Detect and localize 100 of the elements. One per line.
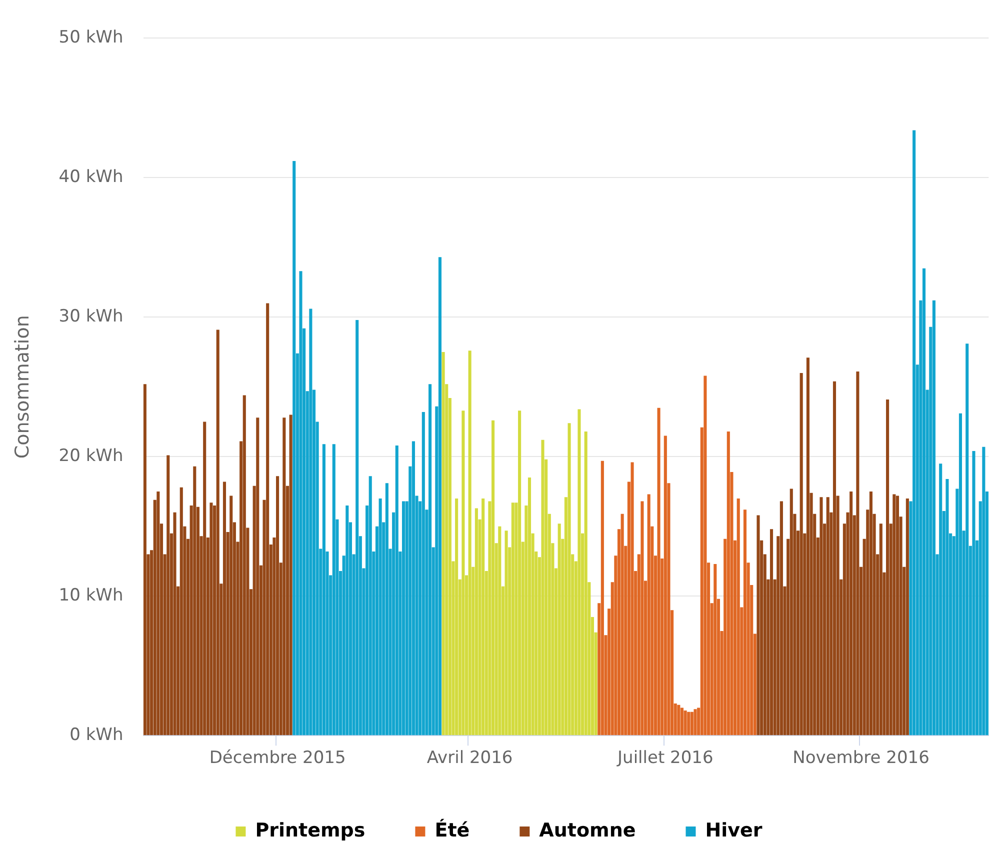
bar <box>216 330 220 736</box>
bar <box>541 440 544 736</box>
bar <box>896 496 900 736</box>
bar <box>922 268 926 736</box>
bar <box>385 483 388 736</box>
bar <box>958 413 962 736</box>
bar <box>684 710 687 736</box>
bar <box>982 446 986 736</box>
bar <box>687 712 690 736</box>
legend-label: Hiver <box>705 819 763 842</box>
bar <box>256 418 260 736</box>
y-tick-label: 40 kWh <box>58 167 124 188</box>
bar <box>482 498 485 736</box>
bar <box>203 422 206 736</box>
bar <box>289 414 292 736</box>
bar <box>677 704 680 736</box>
bar <box>869 492 872 736</box>
bar <box>173 512 176 736</box>
bar <box>850 492 853 736</box>
bar <box>912 130 916 736</box>
bar <box>462 410 465 736</box>
bar <box>770 529 774 736</box>
bar <box>455 498 458 736</box>
bar <box>906 498 909 736</box>
bar <box>780 501 783 736</box>
bar <box>378 498 382 736</box>
bar <box>511 502 514 736</box>
bar <box>468 350 472 736</box>
bar <box>402 501 406 736</box>
bar <box>664 436 667 736</box>
bar <box>892 494 896 736</box>
bar <box>578 409 581 736</box>
bar <box>143 384 146 736</box>
bar <box>966 344 969 736</box>
bar <box>568 423 571 736</box>
bar <box>726 432 730 736</box>
legend-label: Automne <box>539 819 636 842</box>
bar <box>438 257 442 736</box>
bar <box>428 384 432 736</box>
bar <box>584 432 588 736</box>
legend-label: Été <box>434 818 470 842</box>
bar <box>474 508 478 736</box>
bar <box>210 502 213 736</box>
bar <box>558 524 561 736</box>
bar <box>166 455 170 736</box>
bar <box>820 497 823 736</box>
bar <box>222 482 226 736</box>
bar <box>680 708 684 736</box>
y-tick-label: 50 kWh <box>58 28 124 48</box>
bar <box>528 478 532 736</box>
x-tick-label: Décembre 2015 <box>209 748 346 768</box>
y-tick-label: 30 kWh <box>58 306 124 327</box>
bar <box>640 501 644 736</box>
bar <box>356 320 359 736</box>
bar <box>886 399 890 736</box>
bar <box>756 515 760 736</box>
bar <box>442 352 445 736</box>
x-tick-label: Avril 2016 <box>426 748 513 768</box>
bar <box>714 564 717 736</box>
bar <box>492 420 495 736</box>
bar <box>743 510 747 736</box>
bar <box>832 381 836 736</box>
x-tick-label: Juillet 2016 <box>616 748 714 768</box>
bar <box>504 530 508 736</box>
bar <box>647 494 650 736</box>
bar <box>282 418 286 736</box>
bar <box>806 358 810 736</box>
bar <box>826 497 830 736</box>
bar <box>856 372 860 736</box>
bar <box>932 300 936 736</box>
bar <box>322 444 326 736</box>
bar <box>276 476 280 736</box>
bar <box>332 444 336 736</box>
bar <box>690 712 694 736</box>
bar <box>620 514 624 736</box>
x-tick-label: Novembre 2016 <box>792 748 930 768</box>
bar <box>292 160 296 736</box>
bar <box>939 464 942 736</box>
bar <box>657 408 660 736</box>
bar <box>879 524 882 736</box>
y-tick-label: 0 kWh <box>70 725 124 746</box>
y-axis-title: Consommation <box>11 315 34 459</box>
y-tick-label: 20 kWh <box>58 446 124 466</box>
y-tick-label: 10 kWh <box>58 586 124 606</box>
bar <box>422 412 425 736</box>
bar <box>800 372 803 736</box>
bar <box>309 308 312 736</box>
bar <box>395 445 398 736</box>
bar <box>630 462 634 736</box>
bar <box>946 478 949 736</box>
bar <box>694 709 697 736</box>
bar <box>368 476 372 736</box>
bar <box>704 376 707 736</box>
bar <box>299 271 302 736</box>
bar <box>242 395 246 736</box>
bar <box>230 496 233 736</box>
bar <box>498 526 502 736</box>
bar <box>600 460 604 736</box>
bar <box>736 498 740 736</box>
bar <box>518 410 522 736</box>
